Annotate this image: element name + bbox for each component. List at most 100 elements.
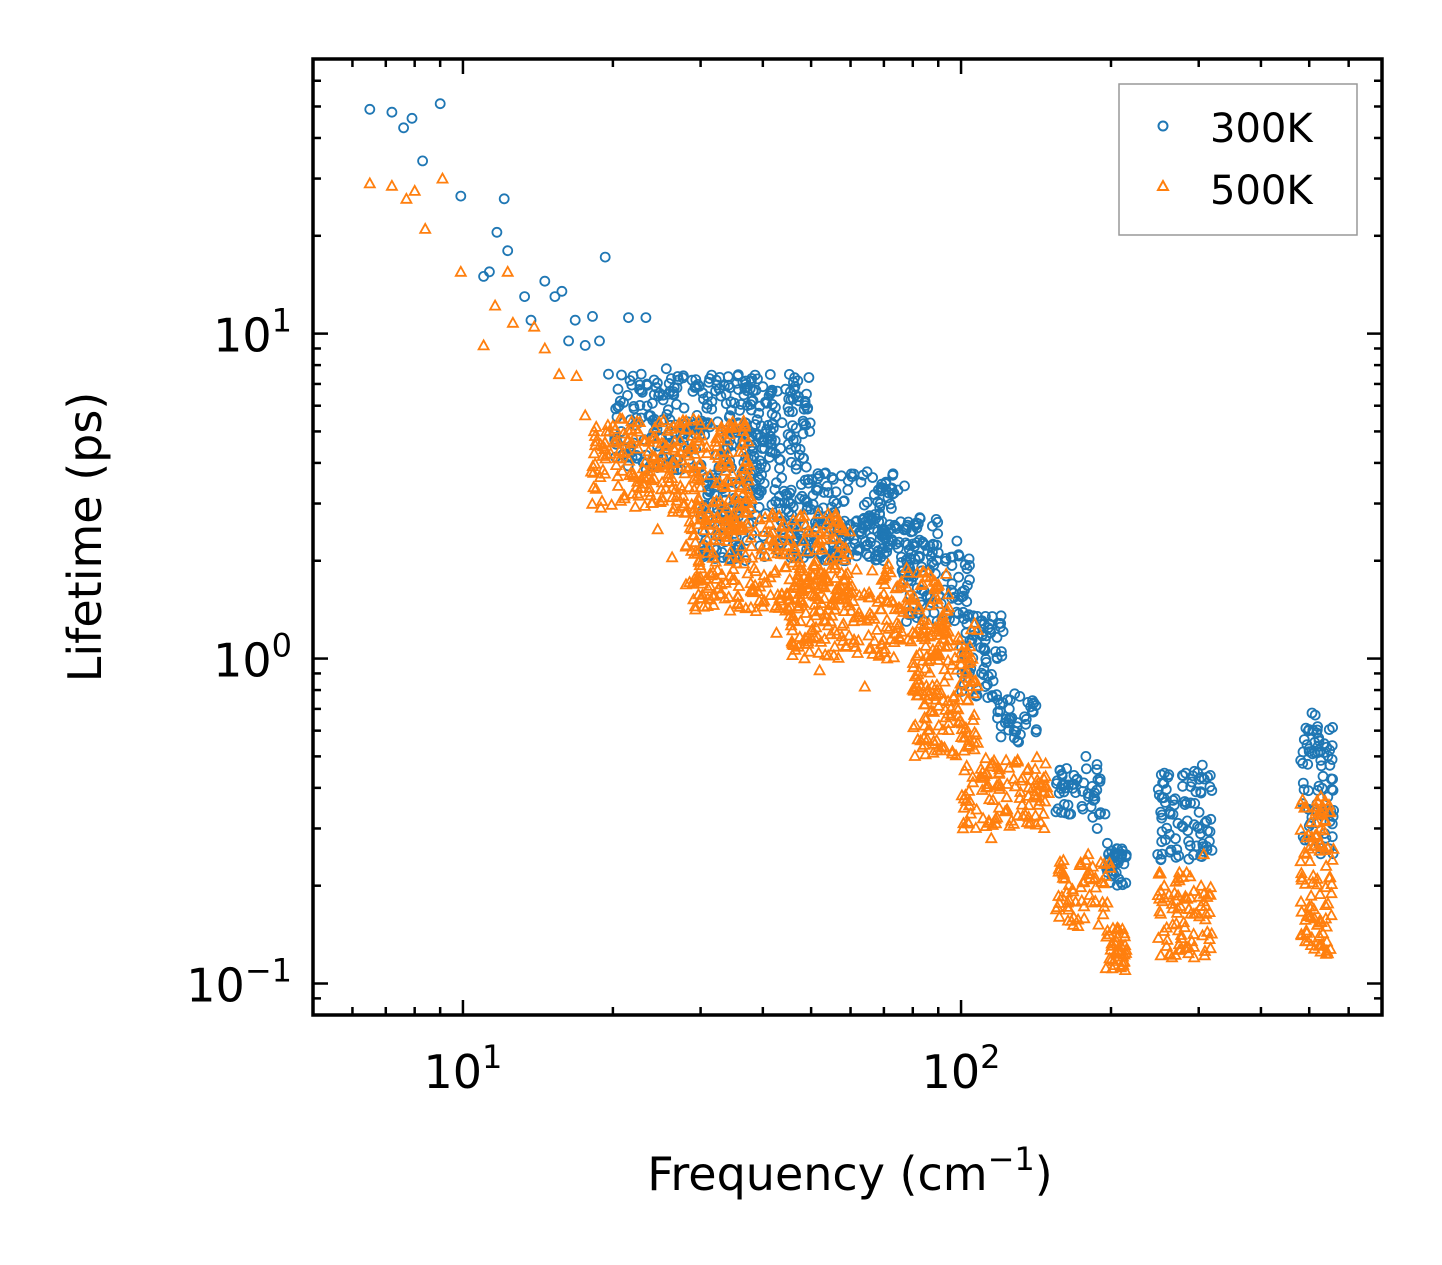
point-500k — [945, 744, 959, 757]
point-500k — [538, 341, 552, 354]
point-500k — [820, 574, 834, 587]
point-500k — [506, 315, 520, 328]
point-500k — [645, 496, 659, 508]
point-500k — [638, 499, 652, 511]
legend-box — [1118, 83, 1358, 236]
point-500k — [1306, 839, 1321, 851]
point-500k — [688, 602, 703, 615]
point-500k — [704, 568, 718, 581]
point-500k — [1313, 887, 1327, 899]
point-500k — [679, 577, 693, 590]
point-500k — [1313, 843, 1327, 856]
point-300k — [690, 374, 702, 386]
point-500k — [879, 594, 893, 606]
point-500k — [1118, 963, 1132, 975]
point-500k — [925, 678, 939, 691]
point-500k — [688, 535, 702, 548]
point-500k — [627, 430, 641, 443]
point-500k — [815, 531, 829, 544]
x-axis-label-text: Frequency (cm — [647, 1147, 987, 1201]
point-500k — [918, 661, 932, 674]
point-500k — [962, 733, 976, 746]
x-axis-label: Frequency (cm−1) — [647, 1140, 1052, 1201]
point-500k — [835, 629, 849, 642]
point-500k — [749, 564, 763, 577]
point-500k — [837, 523, 851, 536]
point-300k — [734, 404, 745, 416]
point-500k — [1039, 756, 1053, 769]
point-300k — [1009, 688, 1021, 700]
point-500k — [686, 528, 700, 540]
point-300k — [798, 403, 810, 415]
x-tick-label-exp: 1 — [482, 1038, 502, 1076]
point-500k — [849, 562, 864, 575]
point-300k — [622, 389, 633, 401]
point-500k — [723, 554, 737, 566]
point-500k — [741, 469, 755, 481]
point-500k — [736, 444, 750, 457]
point-300k — [855, 476, 867, 488]
point-300k — [896, 551, 907, 563]
point-500k — [783, 572, 797, 585]
point-500k — [661, 467, 676, 479]
point-500k — [733, 470, 747, 483]
point-500k — [906, 625, 920, 638]
point-500k — [652, 415, 666, 428]
point-300k — [579, 339, 591, 351]
point-300k — [747, 395, 759, 407]
point-500k — [1319, 911, 1333, 924]
point-500k — [843, 524, 857, 537]
point-300k — [1020, 713, 1032, 725]
point-300k — [1202, 825, 1213, 837]
point-500k — [679, 538, 693, 551]
point-500k — [807, 577, 821, 590]
point-500k — [706, 495, 720, 508]
point-500k — [797, 508, 811, 521]
point-300k — [594, 335, 605, 347]
point-500k — [609, 458, 623, 471]
point-500k — [813, 663, 827, 676]
point-500k — [1074, 880, 1088, 893]
point-300k — [1087, 811, 1099, 823]
point-500k — [881, 557, 895, 570]
point-300k — [662, 404, 674, 416]
point-500k — [667, 419, 681, 432]
point-500k — [763, 532, 777, 544]
point-300k — [884, 498, 896, 510]
point-500k — [734, 519, 748, 532]
point-300k — [1068, 770, 1080, 781]
point-500k — [979, 819, 993, 831]
point-300k — [770, 411, 782, 423]
point-500k — [692, 457, 706, 470]
point-500k — [817, 566, 831, 579]
point-500k — [694, 480, 708, 493]
point-500k — [765, 510, 779, 523]
point-500k — [687, 471, 701, 484]
point-500k — [645, 460, 659, 473]
point-300k — [599, 251, 611, 263]
y-tick-label: 101 — [213, 302, 292, 363]
point-500k — [1299, 800, 1313, 813]
point-500k — [709, 554, 723, 567]
point-500k — [957, 743, 971, 756]
point-500k — [714, 456, 728, 469]
point-300k — [959, 559, 971, 571]
point-300k — [992, 706, 1004, 718]
point-500k — [646, 430, 660, 443]
point-500k — [941, 668, 955, 681]
point-500k — [613, 411, 627, 424]
point-500k — [1016, 770, 1030, 783]
point-300k — [946, 560, 958, 571]
point-300k — [991, 689, 1002, 701]
point-300k — [899, 480, 910, 492]
point-300k — [690, 380, 702, 392]
point-500k — [669, 482, 683, 495]
point-500k — [849, 640, 863, 652]
point-500k — [990, 778, 1004, 790]
point-500k — [637, 434, 651, 446]
point-500k — [1100, 923, 1115, 936]
point-500k — [700, 599, 715, 611]
point-300k — [797, 415, 809, 427]
point-500k — [782, 533, 796, 546]
point-500k — [744, 530, 758, 543]
